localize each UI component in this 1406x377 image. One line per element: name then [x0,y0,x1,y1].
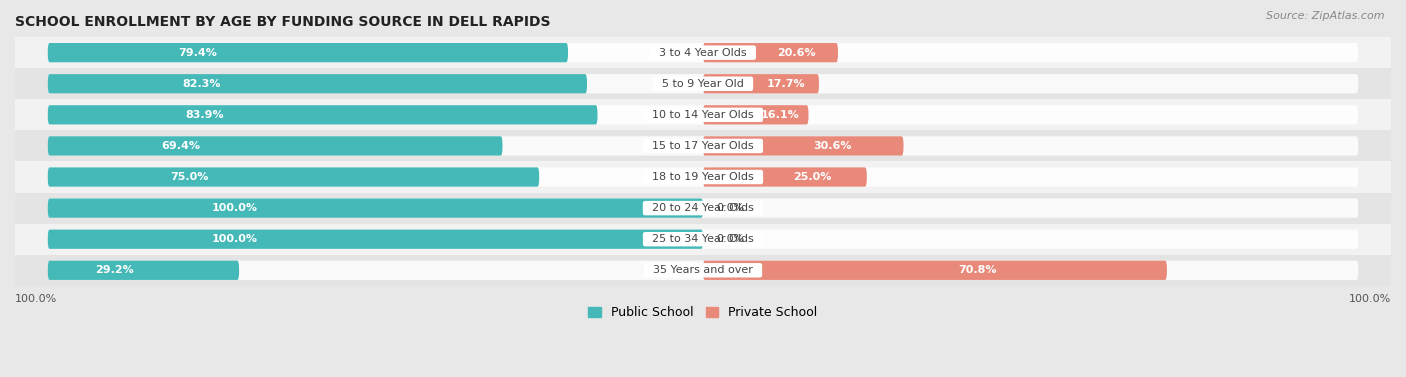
FancyBboxPatch shape [48,136,1358,156]
Text: 100.0%: 100.0% [211,234,257,244]
FancyBboxPatch shape [48,74,588,93]
FancyBboxPatch shape [48,230,703,249]
Bar [15,224,1391,255]
Text: 79.4%: 79.4% [177,48,217,58]
Text: Source: ZipAtlas.com: Source: ZipAtlas.com [1267,11,1385,21]
Text: 16.1%: 16.1% [761,110,800,120]
FancyBboxPatch shape [703,261,1167,280]
Text: 3 to 4 Year Olds: 3 to 4 Year Olds [652,48,754,58]
Text: 20 to 24 Year Olds: 20 to 24 Year Olds [645,203,761,213]
Text: 29.2%: 29.2% [96,265,135,275]
Text: 0.0%: 0.0% [716,203,744,213]
Text: 25.0%: 25.0% [793,172,831,182]
FancyBboxPatch shape [48,198,1358,218]
FancyBboxPatch shape [703,74,818,93]
Text: 15 to 17 Year Olds: 15 to 17 Year Olds [645,141,761,151]
Text: 83.9%: 83.9% [186,110,224,120]
FancyBboxPatch shape [48,43,568,62]
FancyBboxPatch shape [703,105,808,124]
Text: 10 to 14 Year Olds: 10 to 14 Year Olds [645,110,761,120]
Text: 100.0%: 100.0% [1348,294,1391,303]
Text: 20.6%: 20.6% [778,48,815,58]
FancyBboxPatch shape [48,261,239,280]
Text: 17.7%: 17.7% [766,79,806,89]
FancyBboxPatch shape [48,105,598,124]
FancyBboxPatch shape [48,167,538,187]
Text: SCHOOL ENROLLMENT BY AGE BY FUNDING SOURCE IN DELL RAPIDS: SCHOOL ENROLLMENT BY AGE BY FUNDING SOUR… [15,15,551,29]
FancyBboxPatch shape [48,105,1358,124]
Text: 75.0%: 75.0% [170,172,209,182]
FancyBboxPatch shape [48,74,1358,93]
FancyBboxPatch shape [48,167,1358,187]
Bar [15,161,1391,193]
Bar [15,255,1391,286]
Bar [15,68,1391,99]
FancyBboxPatch shape [703,136,904,156]
Text: 30.6%: 30.6% [813,141,852,151]
Bar [15,99,1391,130]
FancyBboxPatch shape [48,43,1358,62]
Text: 18 to 19 Year Olds: 18 to 19 Year Olds [645,172,761,182]
Text: 100.0%: 100.0% [15,294,58,303]
Text: 70.8%: 70.8% [957,265,997,275]
FancyBboxPatch shape [703,167,868,187]
FancyBboxPatch shape [48,198,703,218]
Text: 25 to 34 Year Olds: 25 to 34 Year Olds [645,234,761,244]
FancyBboxPatch shape [48,230,1358,249]
FancyBboxPatch shape [703,43,838,62]
Text: 35 Years and over: 35 Years and over [647,265,759,275]
Bar [15,37,1391,68]
Bar [15,130,1391,161]
Text: 0.0%: 0.0% [716,234,744,244]
FancyBboxPatch shape [48,136,502,156]
Text: 100.0%: 100.0% [211,203,257,213]
FancyBboxPatch shape [48,261,1358,280]
Legend: Public School, Private School: Public School, Private School [583,301,823,324]
Bar [15,193,1391,224]
Text: 5 to 9 Year Old: 5 to 9 Year Old [655,79,751,89]
Text: 69.4%: 69.4% [162,141,201,151]
Text: 82.3%: 82.3% [183,79,221,89]
